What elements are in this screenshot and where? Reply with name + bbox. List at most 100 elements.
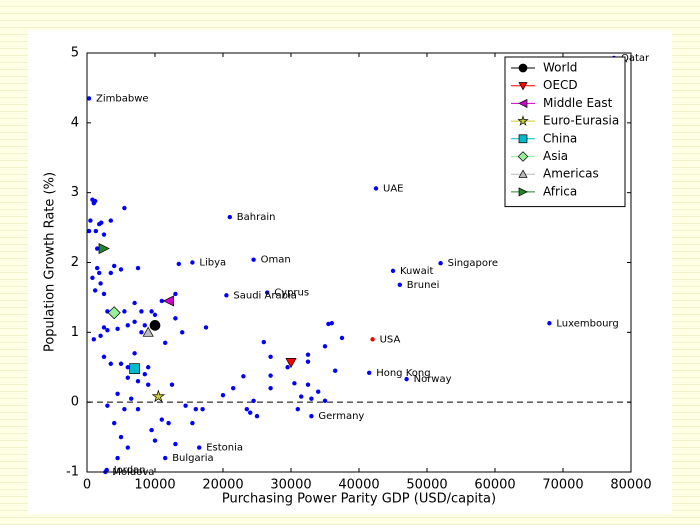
country-point bbox=[159, 298, 164, 304]
country-point bbox=[108, 218, 114, 223]
country-point bbox=[176, 261, 181, 267]
country-point bbox=[97, 270, 102, 276]
legend-label: World bbox=[543, 61, 577, 75]
country-point bbox=[146, 382, 151, 387]
point-label: Bulgaria bbox=[172, 453, 213, 464]
y-tick-label: 2 bbox=[71, 255, 79, 270]
legend-marker bbox=[518, 98, 528, 108]
country-point bbox=[329, 321, 334, 326]
country-point bbox=[122, 309, 127, 314]
country-point bbox=[132, 351, 137, 356]
y-tick-label: 0 bbox=[71, 395, 79, 410]
y-tick-label: -1 bbox=[66, 465, 79, 480]
point-label: Singapore bbox=[448, 258, 498, 269]
country-point bbox=[132, 300, 137, 306]
legend: World OECD Middle East Euro-Eurasia China Asi… bbox=[504, 56, 626, 208]
country-point bbox=[99, 220, 104, 225]
country-point bbox=[90, 275, 95, 281]
country-point bbox=[92, 288, 98, 293]
country-point bbox=[98, 333, 103, 339]
y-axis-label: Population Growth Rate (%) bbox=[43, 172, 58, 352]
group-marker bbox=[142, 326, 154, 337]
point-label: Oman bbox=[261, 255, 291, 266]
country-point bbox=[227, 214, 232, 220]
x-axis-label: Purchasing Power Parity GDP (USD/capita) bbox=[222, 492, 496, 507]
legend-marker bbox=[518, 169, 528, 178]
legend-box bbox=[504, 56, 626, 208]
point-label: Luxembourg bbox=[556, 318, 618, 329]
country-point bbox=[254, 413, 260, 419]
x-tick-label: 40000 bbox=[338, 478, 379, 493]
legend-marker bbox=[517, 151, 529, 162]
country-point bbox=[404, 376, 409, 382]
legend-label: OECD bbox=[543, 78, 578, 92]
x-tick-label: 30000 bbox=[270, 478, 311, 493]
legend-marker bbox=[518, 134, 528, 144]
country-point bbox=[305, 382, 311, 387]
country-point bbox=[316, 389, 321, 394]
country-point bbox=[135, 379, 141, 384]
legend-label: Middle East bbox=[543, 96, 613, 110]
country-point bbox=[397, 282, 402, 288]
country-point bbox=[190, 420, 195, 426]
point-label: UAE bbox=[383, 183, 403, 194]
point-label: Germany bbox=[318, 411, 364, 422]
country-point bbox=[149, 427, 154, 433]
country-point bbox=[241, 374, 246, 379]
point-label: Jordan bbox=[113, 465, 146, 476]
country-point bbox=[101, 325, 107, 330]
country-point bbox=[268, 386, 273, 391]
country-point bbox=[265, 290, 270, 295]
country-point bbox=[547, 321, 552, 326]
y-tick-label: 4 bbox=[71, 115, 79, 130]
country-point bbox=[101, 291, 107, 297]
country-point bbox=[139, 330, 144, 335]
country-point bbox=[112, 420, 117, 426]
country-point bbox=[125, 445, 130, 450]
point-label: Cyprus bbox=[274, 288, 309, 299]
point-label: USA bbox=[380, 334, 401, 345]
y-tick-label: 5 bbox=[71, 46, 79, 61]
country-point bbox=[373, 186, 379, 191]
point-label: Qatar bbox=[621, 53, 650, 64]
country-point bbox=[129, 396, 134, 401]
country-point bbox=[367, 370, 372, 376]
country-point bbox=[122, 205, 127, 211]
country-point bbox=[95, 265, 100, 271]
point-label: Zimbabwe bbox=[96, 93, 149, 104]
country-point bbox=[203, 325, 209, 330]
point-label: Brunei bbox=[407, 280, 440, 291]
country-point bbox=[251, 398, 256, 403]
legend-marker bbox=[518, 63, 528, 73]
country-point bbox=[183, 403, 188, 408]
country-point bbox=[333, 368, 338, 373]
country-point bbox=[220, 392, 226, 398]
country-point bbox=[326, 321, 331, 327]
legend-marker bbox=[517, 115, 529, 126]
group-marker bbox=[129, 363, 140, 374]
country-point bbox=[149, 309, 154, 314]
country-point bbox=[305, 359, 311, 364]
legend-marker bbox=[518, 187, 528, 197]
country-point bbox=[173, 291, 178, 297]
point-label: Estonia bbox=[206, 443, 243, 454]
country-point bbox=[152, 438, 158, 443]
country-point bbox=[438, 260, 443, 266]
country-point bbox=[125, 323, 130, 328]
country-point bbox=[163, 340, 168, 346]
country-point bbox=[251, 257, 256, 262]
country-point bbox=[268, 373, 273, 378]
country-point bbox=[309, 413, 314, 419]
country-point bbox=[91, 337, 97, 342]
country-point bbox=[299, 394, 304, 399]
country-point bbox=[180, 330, 185, 335]
country-point bbox=[118, 434, 124, 440]
y-tick-label: 3 bbox=[71, 185, 79, 200]
country-point bbox=[115, 391, 120, 396]
x-tick-label: 0 bbox=[83, 478, 91, 493]
country-point bbox=[118, 361, 124, 366]
country-point bbox=[305, 352, 311, 357]
country-point bbox=[125, 375, 130, 380]
country-point bbox=[163, 455, 168, 461]
